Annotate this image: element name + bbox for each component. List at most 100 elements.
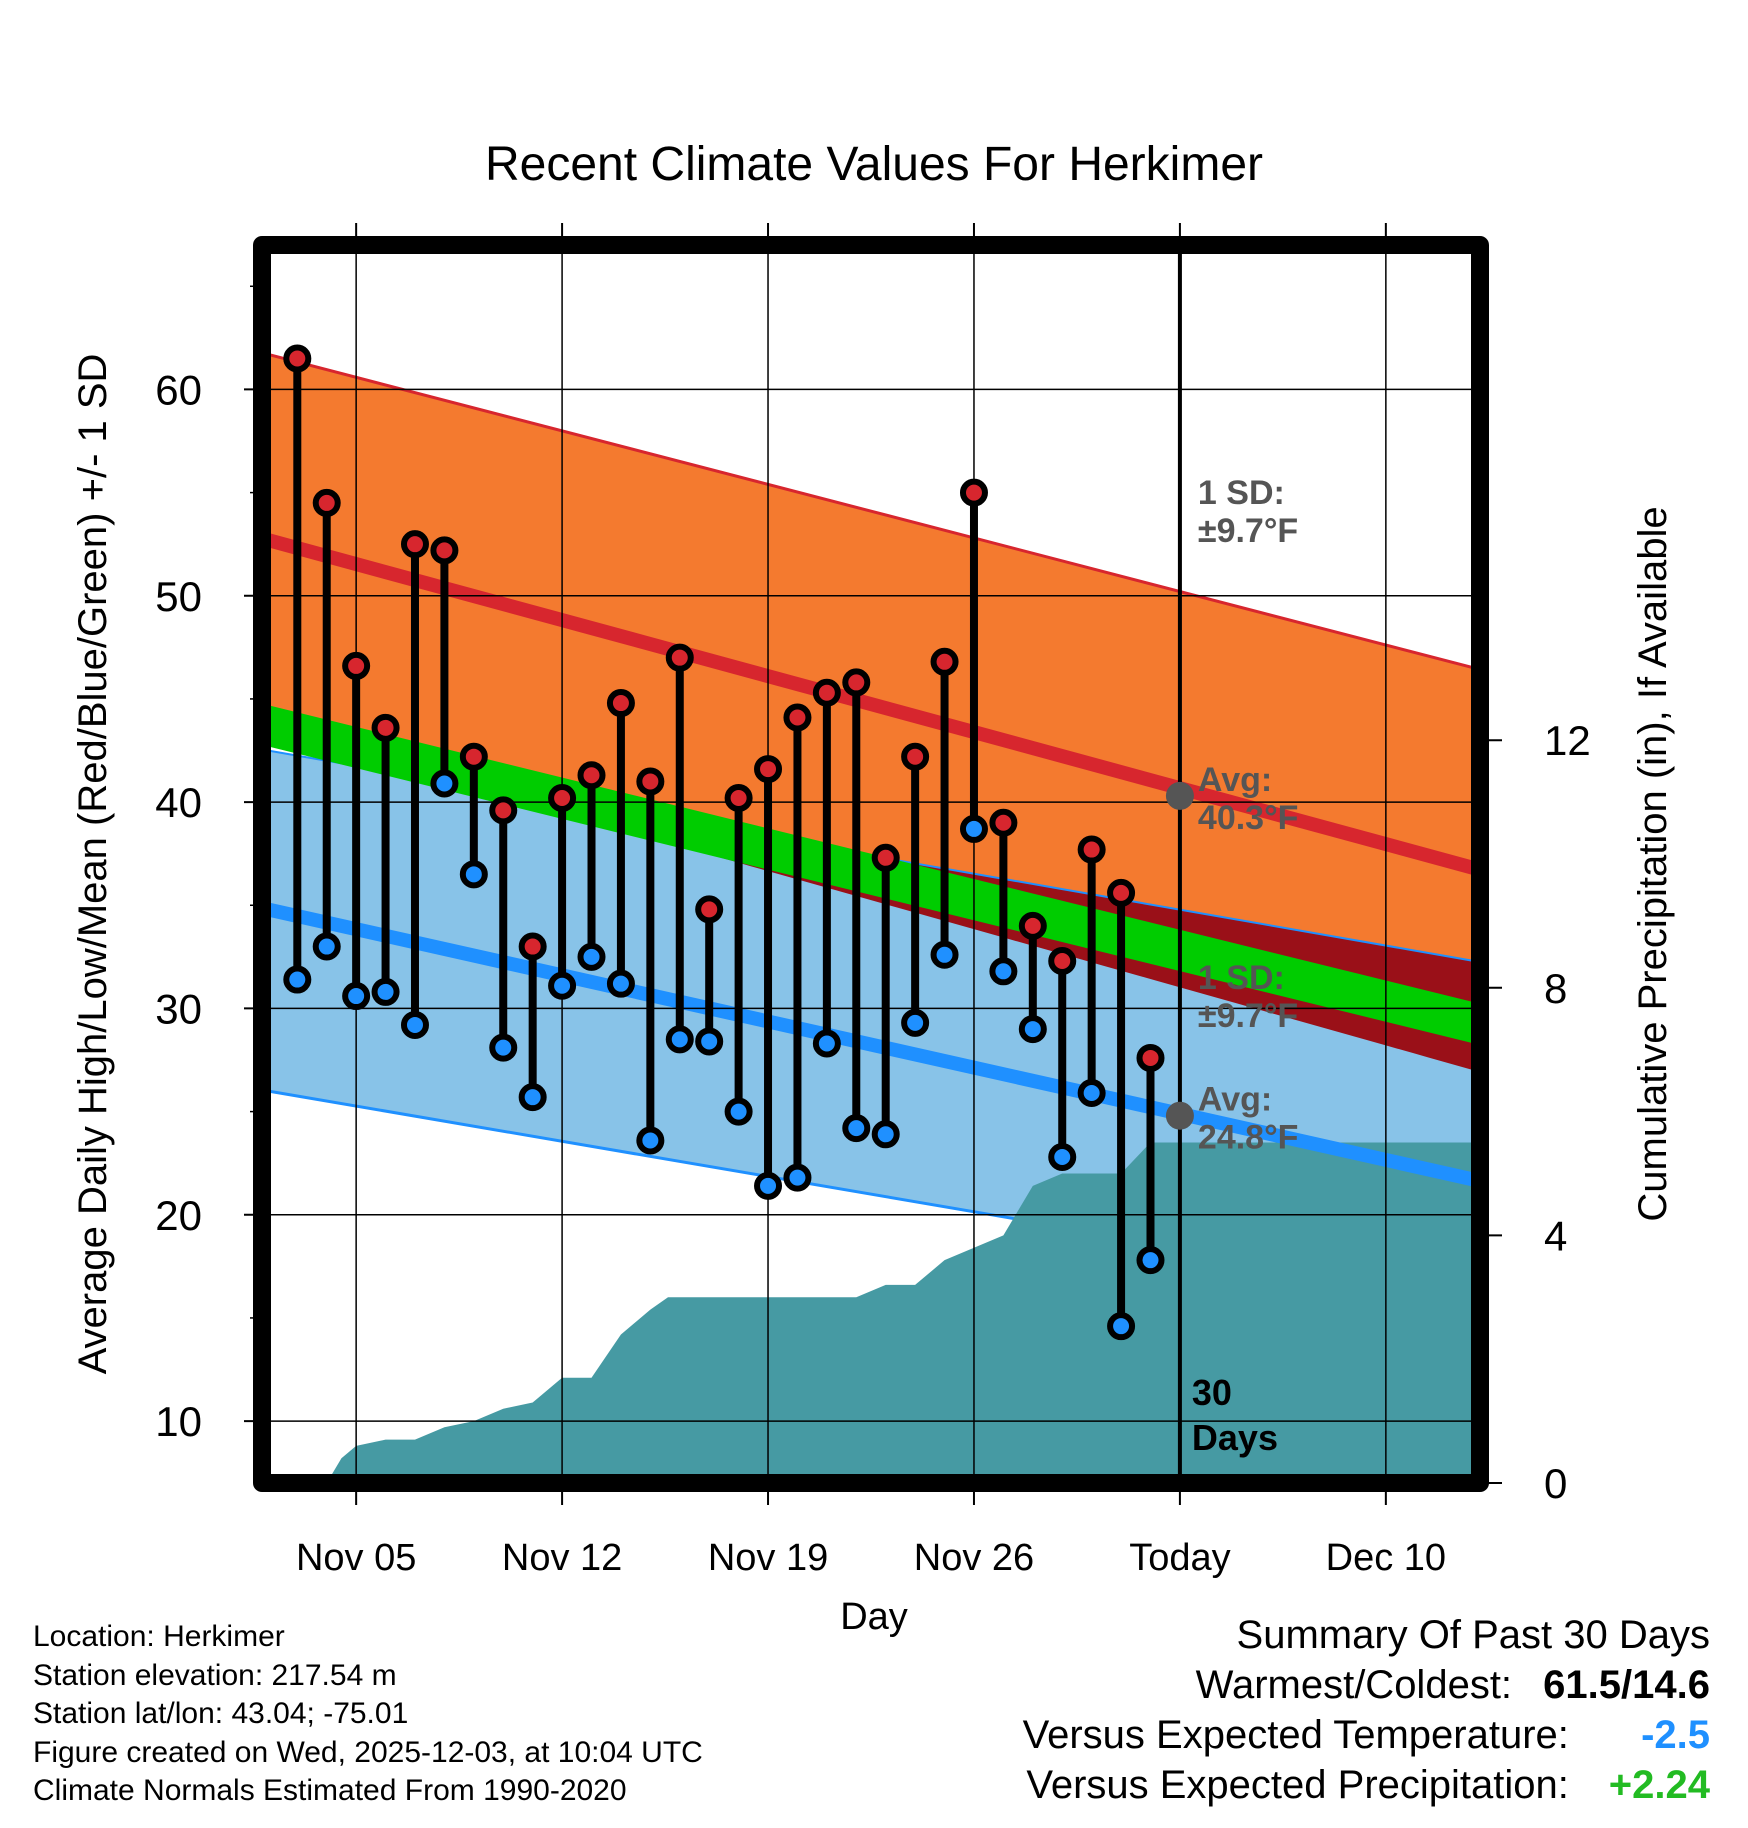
y2-tick-label: 8 xyxy=(1544,965,1567,1012)
annotation-label: 1 SD: xyxy=(1198,474,1285,512)
annotation-label: Avg: xyxy=(1198,1081,1272,1119)
low-point xyxy=(695,1027,724,1056)
high-point xyxy=(724,783,753,812)
low-point xyxy=(783,1163,812,1192)
station-info: Location: Herkimer Station elevation: 21… xyxy=(33,1618,703,1811)
low-point xyxy=(812,1029,841,1058)
low-point xyxy=(283,965,312,994)
precip-vs-expected-label: Versus Expected Precipitation: xyxy=(1026,1763,1569,1807)
summary-panel: Summary Of Past 30 Days Warmest/Coldest:… xyxy=(1023,1610,1710,1810)
low-point xyxy=(430,769,459,798)
high-point xyxy=(959,478,988,507)
high-point xyxy=(783,703,812,732)
low-point xyxy=(548,971,577,1000)
x-tick-label: Dec 10 xyxy=(1326,1537,1446,1579)
low-point xyxy=(724,1097,753,1126)
y2-axis-title: Cumulative Precipitation (in), If Availa… xyxy=(1631,506,1675,1221)
y2-tick-label: 0 xyxy=(1544,1460,1567,1507)
high-sd-band xyxy=(267,354,1475,1071)
high-point xyxy=(665,643,694,672)
low-point xyxy=(342,982,371,1011)
low-point xyxy=(371,977,400,1006)
low-point xyxy=(930,940,959,969)
created-text: Figure created on Wed, 2025-12-03, at 10… xyxy=(33,1735,703,1769)
low-point xyxy=(312,932,341,961)
low-point xyxy=(989,957,1018,986)
x-tick-label: Nov 12 xyxy=(502,1537,622,1579)
x-axis-title: Day xyxy=(840,1596,908,1638)
y-tick-label: 30 xyxy=(155,985,202,1032)
warm-cold-label: Warmest/Coldest: xyxy=(1195,1663,1513,1707)
low-point xyxy=(489,1033,518,1062)
temp-vs-expected-value: -2.5 xyxy=(1641,1713,1710,1757)
high-point xyxy=(606,689,635,718)
annotation-value: 40.3°F xyxy=(1198,799,1299,837)
high-point xyxy=(1018,911,1047,940)
y-tick-label: 60 xyxy=(155,366,202,413)
warm-cold-value: 61.5/14.6 xyxy=(1543,1663,1710,1707)
low-point xyxy=(1136,1246,1165,1275)
high-point xyxy=(1077,835,1106,864)
low-point xyxy=(665,1025,694,1054)
y2-tick-label: 4 xyxy=(1544,1212,1567,1259)
high-point xyxy=(695,895,724,924)
low-point xyxy=(1077,1079,1106,1108)
x-tick-label: Nov 19 xyxy=(708,1537,828,1579)
high-point xyxy=(459,742,488,771)
high-point xyxy=(430,536,459,565)
high-point xyxy=(1136,1043,1165,1072)
high-point xyxy=(518,932,547,961)
low-point xyxy=(1107,1312,1136,1341)
high-avg-today-marker xyxy=(1165,781,1194,810)
low-point xyxy=(1018,1015,1047,1044)
normals-text: Climate Normals Estimated From 1990-2020 xyxy=(33,1774,627,1807)
summary-title: Summary Of Past 30 Days xyxy=(1236,1613,1710,1657)
y2-tick-label: 12 xyxy=(1544,717,1591,764)
low-point xyxy=(400,1010,429,1039)
annotation-value: ±9.7°F xyxy=(1198,997,1298,1035)
high-point xyxy=(342,651,371,680)
high-point xyxy=(283,344,312,373)
y-tick-label: 40 xyxy=(155,779,202,826)
annotation-label: 1 SD: xyxy=(1198,959,1285,997)
temp-vs-expected-label: Versus Expected Temperature: xyxy=(1022,1713,1569,1757)
today-days-word: Days xyxy=(1192,1417,1278,1458)
y-axis-title: Average Daily High/Low/Mean (Red/Blue/Gr… xyxy=(71,354,115,1375)
high-point xyxy=(754,755,783,784)
precip-area xyxy=(267,1142,1475,1483)
low-point xyxy=(636,1126,665,1155)
high-point xyxy=(489,796,518,825)
high-point xyxy=(989,808,1018,837)
high-point xyxy=(636,767,665,796)
y-tick-label: 10 xyxy=(155,1398,202,1445)
low-point xyxy=(959,814,988,843)
precip-vs-expected-value: +2.24 xyxy=(1608,1763,1710,1807)
y-tick-label: 20 xyxy=(155,1192,202,1239)
x-tick-label: Nov 26 xyxy=(914,1537,1034,1579)
high-point xyxy=(842,668,871,697)
low-point xyxy=(606,969,635,998)
low-point xyxy=(1048,1142,1077,1171)
low-point xyxy=(459,860,488,889)
high-point xyxy=(371,713,400,742)
high-point xyxy=(577,761,606,790)
low-avg-line xyxy=(266,902,1476,1187)
high-point xyxy=(930,647,959,676)
high-point xyxy=(312,488,341,517)
low-point xyxy=(577,942,606,971)
annotation-label: Avg: xyxy=(1198,761,1272,799)
today-days-count: 30 xyxy=(1192,1372,1232,1413)
high-point xyxy=(901,742,930,771)
low-avg-today-marker xyxy=(1165,1101,1194,1130)
plot-frame xyxy=(253,236,1489,1492)
low-point xyxy=(842,1114,871,1143)
low-point xyxy=(871,1120,900,1149)
low-point xyxy=(901,1008,930,1037)
elevation-text: Station elevation: 217.54 m xyxy=(33,1658,397,1692)
high-point xyxy=(1048,946,1077,975)
chart-title: Recent Climate Values For Herkimer xyxy=(485,138,1263,191)
high-avg-line xyxy=(266,533,1476,875)
high-point xyxy=(871,843,900,872)
y-tick-label: 50 xyxy=(155,573,202,620)
